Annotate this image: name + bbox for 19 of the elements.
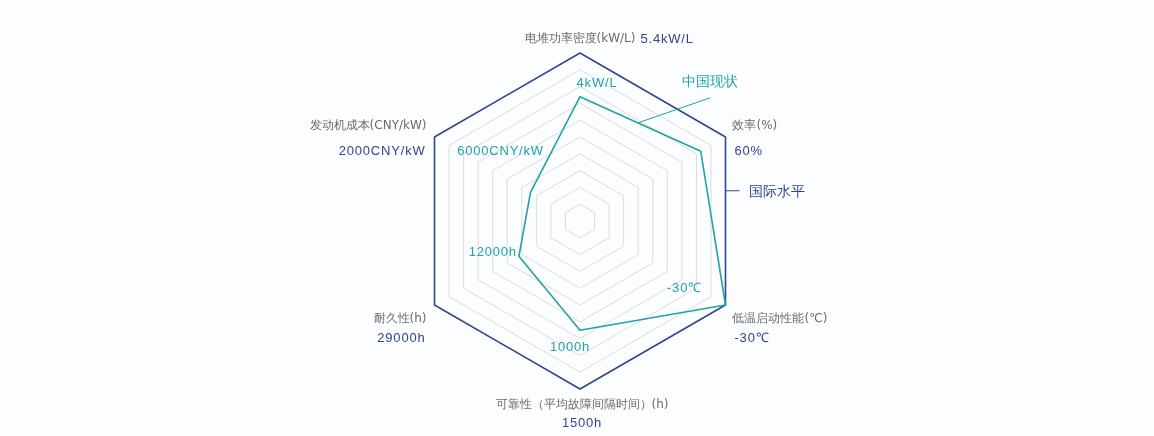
- text: 1500h: [561, 414, 603, 430]
- spoke-label: 电堆功率密度(kW/L): [524, 31, 636, 45]
- text: 4kW/L: [576, 75, 618, 91]
- text: 中国现状: [681, 72, 738, 89]
- text: 国际水平: [749, 182, 806, 199]
- text: -30℃: [734, 329, 770, 345]
- text: 60%: [734, 142, 763, 158]
- text: 1000h: [549, 338, 591, 354]
- text: 29000h: [377, 329, 426, 345]
- spoke-label: 发动机成本(CNY/kW): [309, 118, 427, 132]
- spoke-label: 效率(%): [732, 118, 778, 132]
- text: 5.4kW/L: [640, 30, 694, 46]
- text: -30℃: [666, 279, 702, 295]
- text: 6000CNY/kW: [457, 142, 544, 158]
- spoke-label: 低温启动性能(℃): [732, 311, 828, 325]
- spoke-label: 可靠性（平均故障间隔时间）(h): [495, 397, 669, 411]
- spoke-label: 耐久性(h): [373, 311, 427, 325]
- text: 12000h: [468, 243, 517, 259]
- text: 2000CNY/kW: [338, 142, 426, 158]
